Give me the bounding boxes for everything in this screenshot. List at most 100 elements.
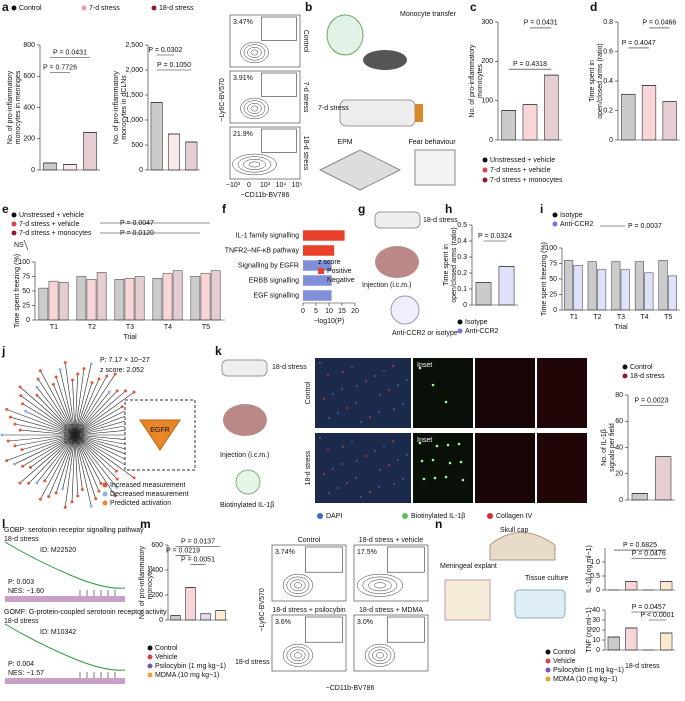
y-tick-label: 400 [23,104,35,111]
network-edge [71,434,76,502]
signal [457,442,461,446]
legend-label: Isotype [465,319,488,326]
p-value: P = 0.0431 [53,49,87,56]
legend-label: Increased measurement [110,482,186,489]
panel-label: e [2,202,9,216]
bar [200,613,211,621]
signal [431,383,435,387]
network-edge [6,409,76,436]
network-node [43,479,47,483]
x-tick-label: T1 [50,324,58,331]
y-axis-label: open/closed arms (ratio) [597,43,604,118]
y-tick-label: 50 [22,288,30,295]
network-node [113,372,117,376]
signal [448,461,452,465]
y-tick-label: 2,500 [125,42,143,49]
p-value: P = 0.6825 [623,542,657,549]
signal [378,486,380,488]
label: 18-d stress [423,217,458,224]
contour [375,652,384,659]
signal [356,460,358,462]
stat: z score: 2.052 [100,367,144,374]
micrograph [475,433,535,503]
signal [374,450,376,452]
panel-label: d [590,0,597,14]
signal [351,441,353,443]
bar [167,133,181,171]
y-tick-label: 100 [481,98,493,105]
bar [124,277,135,321]
legend-label: Vehicle [553,658,576,665]
signal [444,400,448,404]
network-edge [74,434,100,492]
contour [250,105,259,112]
rank-bar [5,678,125,684]
panel-label: f [222,202,227,216]
y-tick-label: 0.4 [603,78,613,85]
row-label: Control [302,30,309,53]
y-axis-label: Time spent freezing (%) [14,254,21,328]
label: Tissue culture [525,575,568,582]
legend-marker [11,230,17,236]
bar [620,269,630,311]
legend-marker [482,157,488,163]
legend-label: Control [630,364,653,371]
bar [303,275,332,286]
p-value: P = 0.0302 [148,47,182,54]
network-node [21,464,25,468]
bar [200,273,211,321]
gsea-p: P: 0.004 [8,661,34,668]
y-tick-label: 60 [615,418,623,425]
network-edge [6,434,76,461]
y-tick-label: 1,000 [125,117,143,124]
gate-percent: 3.74% [275,549,295,556]
contour [286,576,310,594]
y-tick-label: 0 [139,167,143,174]
network-node [18,481,22,485]
y-tick-label: 20 [592,627,600,634]
p-value: P = 0.0037 [628,223,662,230]
legend-marker [11,221,17,227]
bar [185,587,196,621]
bar [58,282,69,321]
legend-marker [147,645,153,651]
legend-marker [102,500,108,506]
legend-marker [102,491,108,497]
y-axis-label: No. of pro-inflammatory [139,545,146,619]
contour [356,573,403,597]
signal [319,437,321,439]
network-edge [64,434,76,508]
group-label: 18-d stress [625,663,660,670]
signal [351,366,353,368]
y-tick-label: 0.5 [590,573,600,580]
y-tick-label: 100 [545,245,557,252]
network-edge [74,382,93,436]
row-label: 7-d stress [302,82,309,113]
contour [247,46,262,58]
network-node [99,481,103,485]
inset-label: Inset [417,437,432,444]
y-axis-label: monocytes in meninges [15,70,22,144]
gsea-id: ID: M22520 [40,547,76,554]
legend-label: Psilocybin (1 mg kg−1) [155,663,226,670]
y-tick-label: 80 [615,392,623,399]
bar [63,164,77,171]
bar [607,636,620,651]
legend-marker [317,513,323,519]
network-node [18,428,22,432]
panel-label: j [1,344,5,358]
bracket [23,239,29,251]
bar [662,101,677,141]
flow-frame [271,614,347,672]
bar [134,276,145,321]
signal [388,389,390,391]
network-node [36,377,40,381]
x-tick-label: 10 [325,308,333,315]
network-node [27,481,31,485]
y-tick-label: 75 [22,273,30,280]
bar [522,104,538,141]
x-tick-label: T4 [164,324,172,331]
network-node [13,444,17,448]
micrograph [475,358,535,428]
y-tick-label: 40 [615,444,623,451]
